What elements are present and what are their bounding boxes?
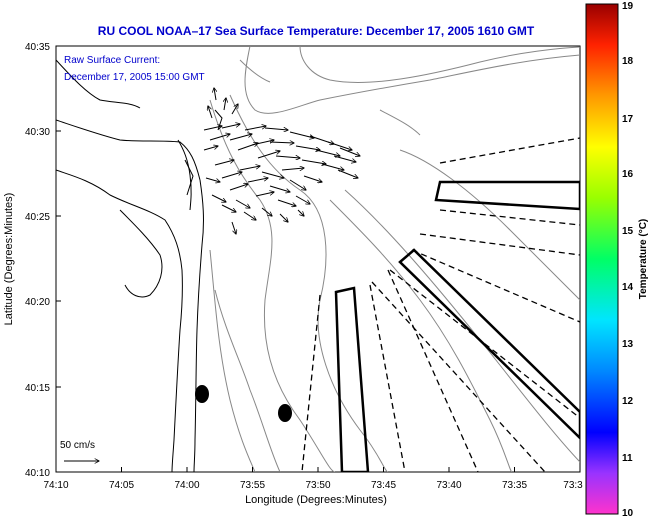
map-frame: [55, 45, 581, 473]
y-tick-label: 40:10: [25, 468, 50, 479]
x-tick-label: 74:00: [174, 480, 199, 491]
x-axis-ticks: 74:10 74:05 74:00 73:55 73:50 73:45 73:4…: [43, 480, 583, 491]
colorbar-tick: 15: [622, 226, 634, 237]
mooring-marker: [195, 385, 209, 403]
x-tick-label: 73:40: [436, 480, 461, 491]
colorbar-tick: 16: [622, 169, 634, 180]
map-area: Raw Surface Current: December 17, 2005 1…: [55, 45, 581, 473]
x-tick-label: 74:10: [43, 480, 68, 491]
legend-line-1: Raw Surface Current:: [64, 55, 160, 66]
y-tick-label: 40:35: [25, 42, 50, 53]
y-tick-label: 40:15: [25, 383, 50, 394]
scale-label: 50 cm/s: [60, 440, 95, 451]
x-tick-label: 73:50: [305, 480, 330, 491]
colorbar-tick: 12: [622, 396, 634, 407]
x-tick-label: 73:45: [371, 480, 396, 491]
x-tick-label: 73:3: [563, 480, 583, 491]
y-tick-label: 40:20: [25, 297, 50, 308]
axis-tick-marks: [55, 45, 515, 472]
chart-title: RU COOL NOAA–17 Sea Surface Temperature:…: [98, 24, 535, 38]
coastline: [56, 59, 223, 472]
colorbar-tick: 11: [622, 453, 633, 464]
y-axis-ticks: 40:35 40:30 40:25 40:20 40:15 40:10: [25, 42, 50, 479]
surface-current-vectors: [203, 88, 360, 234]
survey-boxes: [334, 180, 580, 472]
colorbar-tick: 17: [622, 114, 634, 125]
mooring-marker: [278, 404, 292, 422]
y-axis-label: Latitude (Degrees:Minutes): [3, 193, 15, 326]
colorbar-gradient: [585, 3, 619, 515]
x-tick-label: 73:35: [502, 480, 527, 491]
y-tick-label: 40:30: [25, 127, 50, 138]
legend-line-2: December 17, 2005 15:00 GMT: [64, 72, 205, 83]
colorbar-tick: 19: [622, 1, 634, 12]
x-axis-label: Longitude (Degrees:Minutes): [245, 494, 387, 506]
x-tick-label: 73:55: [240, 480, 265, 491]
colorbar-tick: 10: [622, 508, 634, 519]
colorbar-tick: 18: [622, 56, 634, 67]
colorbar: 19 18 17 16 15 14 13 12 11 10 Temperatur…: [585, 1, 649, 519]
colorbar-tick: 13: [622, 339, 634, 350]
colorbar-label: Temperature (°C): [638, 219, 649, 300]
survey-transects: [301, 137, 580, 472]
colorbar-tick: 14: [622, 282, 634, 293]
x-tick-label: 74:05: [109, 480, 134, 491]
y-tick-label: 40:25: [25, 212, 50, 223]
